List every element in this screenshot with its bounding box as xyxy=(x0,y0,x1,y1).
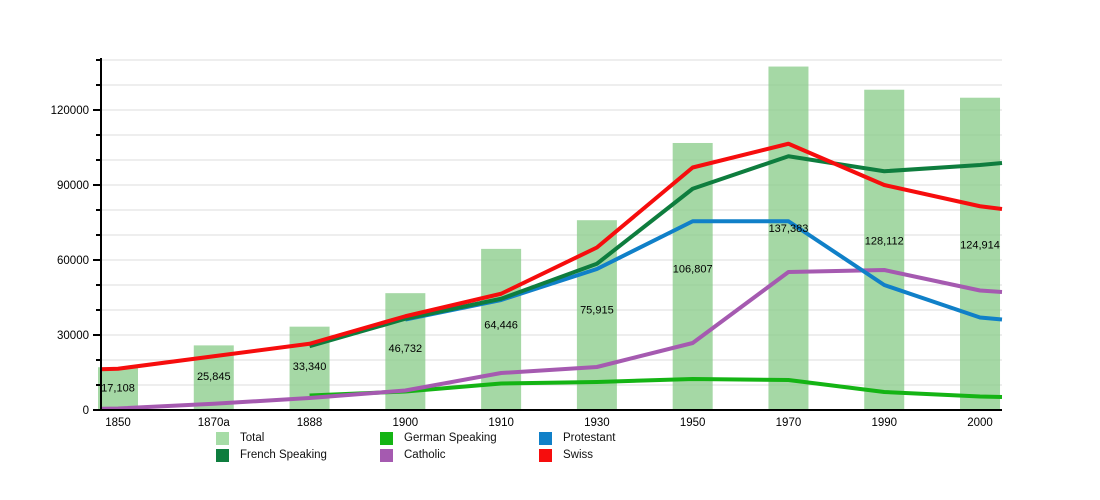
x-tick-label: 1850 xyxy=(105,417,131,429)
x-tick-label: 1990 xyxy=(871,417,897,429)
total-bar xyxy=(960,97,1001,409)
x-tick-label: 1870a xyxy=(198,417,231,429)
total-bar xyxy=(864,89,905,409)
bar-value-label: 128,112 xyxy=(865,235,904,247)
y-tick-label: 60000 xyxy=(57,255,89,267)
bar-value-label: 33,340 xyxy=(293,361,327,373)
x-tick-label: 1950 xyxy=(680,417,706,429)
bar-value-label: 46,732 xyxy=(389,343,423,355)
line-series-catholic xyxy=(100,268,1003,411)
line-series-french-speaking xyxy=(309,154,1003,349)
x-tick-label: 1930 xyxy=(584,417,610,429)
bar-value-label: 25,845 xyxy=(197,371,231,383)
x-tick-label: 1900 xyxy=(393,417,419,429)
x-tick-label: 1970 xyxy=(776,417,802,429)
bar-value-label: 137,383 xyxy=(769,223,809,235)
y-tick-label: 0 xyxy=(83,405,89,417)
bar-value-label: 124,914 xyxy=(960,239,1000,251)
x-tick-label: 1910 xyxy=(488,417,514,429)
line-series-german-speaking xyxy=(309,377,1003,399)
x-tick-label: 2000 xyxy=(967,417,993,429)
y-tick-label: 90000 xyxy=(57,180,89,192)
total-bar xyxy=(768,66,809,409)
y-tick-label: 120000 xyxy=(51,105,89,117)
bar-value-label: 64,446 xyxy=(484,320,518,332)
bar-value-label: 17,108 xyxy=(101,382,135,394)
bar-value-label: 75,915 xyxy=(580,304,614,316)
y-tick-label: 30000 xyxy=(57,330,89,342)
x-tick-label: 1888 xyxy=(297,417,323,429)
bar-value-label: 106,807 xyxy=(673,263,713,275)
total-bar xyxy=(98,367,138,409)
line-series-swiss xyxy=(100,141,1003,372)
